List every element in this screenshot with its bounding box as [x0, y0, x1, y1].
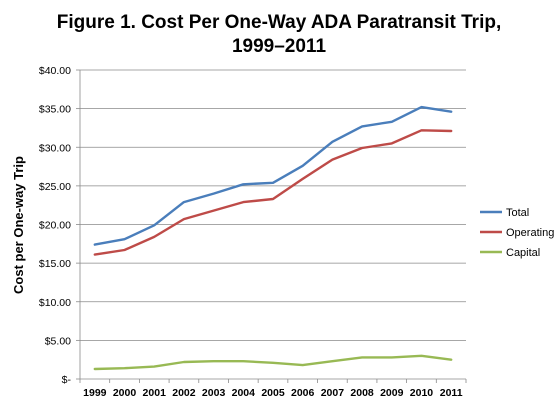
- x-tick-label-1999: 1999: [83, 387, 107, 399]
- y-tick-label-8: $40.00: [39, 65, 71, 77]
- x-tick-label-2000: 2000: [113, 387, 137, 399]
- series-lines: [93, 105, 453, 371]
- y-tick-label-3: $15.00: [39, 258, 71, 270]
- x-tick-label-2004: 2004: [232, 387, 256, 399]
- legend: Total Operating Capital: [480, 207, 554, 259]
- y-tick-label-2: $10.00: [39, 297, 71, 309]
- x-tick-label-2002: 2002: [172, 387, 196, 399]
- x-tick-label-2009: 2009: [380, 387, 404, 399]
- y-tick-label-1: $5.00: [45, 335, 71, 347]
- series-line-capital: [93, 354, 453, 371]
- x-tick-label-2005: 2005: [261, 387, 285, 399]
- legend-label-operating: Operating: [506, 227, 554, 239]
- x-tick-label-2001: 2001: [143, 387, 167, 399]
- x-tick-labels: 1999 2000 2001 2002 2003 2004 2005 2006 2007 2008…: [83, 387, 463, 399]
- x-tick-label-2003: 2003: [202, 387, 226, 399]
- x-tick-label-2011: 2011: [440, 387, 463, 399]
- x-tick-label-2006: 2006: [291, 387, 315, 399]
- axes: [76, 69, 467, 383]
- y-tick-label-4: $20.00: [39, 220, 71, 232]
- x-tick-label-2007: 2007: [321, 387, 345, 399]
- y-tick-labels: $- $5.00 $10.00 $15.00 $20.00 $25.00 $30.00 $35…: [39, 65, 72, 386]
- series-line-operating: [93, 129, 453, 256]
- legend-label-capital: Capital: [506, 247, 540, 259]
- chart-title-line-1: Figure 1. Cost Per One-Way ADA Paratrans…: [57, 12, 502, 33]
- gridlines: [80, 69, 466, 341]
- series-line-total: [93, 105, 453, 246]
- legend-label-total: Total: [506, 207, 529, 219]
- y-tick-label-6: $30.00: [39, 142, 71, 154]
- y-tick-label-0: $-: [62, 374, 72, 386]
- y-tick-label-7: $35.00: [39, 104, 71, 116]
- x-tick-label-2008: 2008: [350, 387, 374, 399]
- y-tick-label-5: $25.00: [39, 181, 71, 193]
- y-axis-label: Cost per One-way Trip: [11, 156, 26, 294]
- chart-title-line-2: 1999–2011: [232, 36, 326, 57]
- x-tick-label-2010: 2010: [410, 387, 434, 399]
